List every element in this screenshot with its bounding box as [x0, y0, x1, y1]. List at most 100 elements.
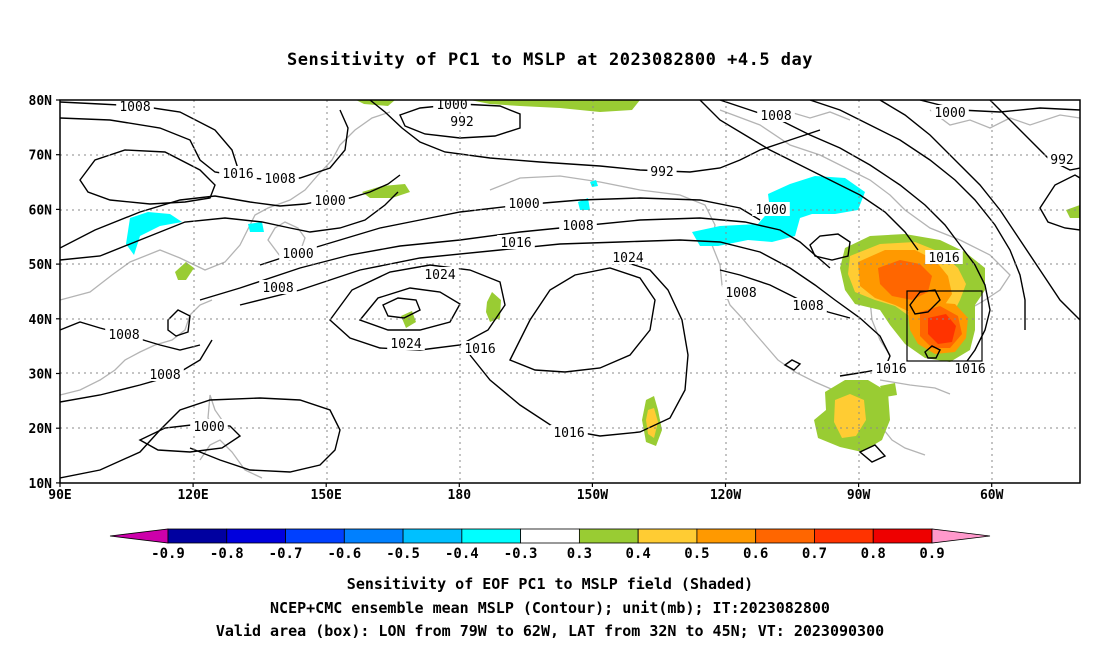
colorbar-label: 0.9	[919, 546, 944, 562]
lon-label: 60W	[980, 488, 1004, 503]
contour-label: 1008	[149, 368, 180, 383]
colorbar-label: 0.3	[567, 546, 592, 562]
colorbar-label: -0.4	[445, 546, 479, 562]
contour-label-bg	[497, 235, 535, 249]
colorbar-cell	[696, 528, 757, 544]
contour-label-bg	[752, 202, 790, 216]
colorbar-cell	[872, 528, 933, 544]
valid-area-box	[906, 290, 983, 362]
colorbar-cell	[931, 528, 991, 544]
colorbar-cell	[755, 528, 815, 544]
plot-area: 1008 1000 992 1008 1000 992 1016 1008 992 1000 100…	[60, 98, 1080, 483]
contour-label: 1000	[314, 194, 345, 209]
lon-label: 90W	[847, 488, 871, 503]
contour-label: 1008	[108, 328, 139, 343]
contour-label: 1008	[760, 109, 791, 124]
colorbar-label: 0.5	[684, 546, 709, 562]
contour-label-bg	[559, 218, 597, 232]
latitude-labels: 80N 70N 60N 50N 40N 30N 20N 10N	[29, 94, 60, 492]
contour-label: 1016	[928, 251, 959, 266]
lon-label: 150W	[577, 488, 608, 503]
mslp-contours	[60, 100, 1080, 479]
colorbar-label: 0.8	[861, 546, 886, 562]
contour-label: 1008	[725, 286, 756, 301]
colorbar-label: 0.7	[802, 546, 827, 562]
contour-label: 1008	[562, 219, 593, 234]
plot-frame	[59, 99, 1081, 484]
colorbar-cell	[109, 528, 169, 544]
colorbar-label: 0.4	[626, 546, 651, 562]
caption-line-1: Sensitivity of EOF PC1 to MSLP field (Sh…	[346, 575, 754, 593]
colorbar-label: -0.7	[269, 546, 303, 562]
contour-label-bg	[116, 100, 154, 113]
contour-label-bg	[311, 193, 349, 207]
colorbar-label: -0.6	[327, 546, 361, 562]
contour-label: 1016	[553, 426, 584, 441]
contour-label: 1008	[119, 100, 150, 115]
contour-label: 1016	[954, 362, 985, 377]
colorbar-cell	[461, 528, 522, 544]
contour-label: 1000	[508, 197, 539, 212]
contour-label: 992	[450, 115, 473, 130]
contour-label: 1024	[390, 337, 421, 352]
contour-label-bg	[387, 336, 425, 350]
contour-label: 1016	[222, 167, 253, 182]
lon-label: 150E	[311, 488, 342, 503]
caption-line-3: Valid area (box): LON from 79W to 62W, L…	[215, 622, 885, 640]
colorbar-label: -0.5	[386, 546, 420, 562]
contour-label-bg	[722, 285, 760, 299]
contour-label: 992	[650, 165, 673, 180]
contour-labels: 1008 1000 992 1008 1000 992 1016 1008 992 1000 100…	[105, 98, 1077, 441]
colorbar-cell	[226, 528, 286, 544]
contour-label: 1000	[755, 203, 786, 218]
lat-label: 40N	[29, 313, 53, 328]
lat-label: 60N	[29, 203, 53, 218]
contour-label: 1016	[464, 342, 495, 357]
colorbar-cell	[402, 528, 463, 544]
contour-label: 1008	[262, 281, 293, 296]
colorbar-cell	[285, 528, 345, 544]
lat-label: 30N	[29, 368, 53, 383]
contour-label-bg	[931, 105, 969, 119]
lat-label: 80N	[29, 94, 53, 109]
contour-label: 1016	[875, 362, 906, 377]
contour-label-bg	[105, 327, 143, 341]
contour-label: 1000	[282, 247, 313, 262]
colorbar-label: 0.6	[743, 546, 768, 562]
contour-label: 992	[1050, 153, 1073, 168]
contour-label-bg	[433, 100, 471, 111]
contour-label-bg	[925, 250, 963, 264]
lon-label: 90E	[48, 488, 71, 503]
contour-label: 1008	[792, 299, 823, 314]
lat-label: 20N	[29, 422, 53, 437]
lon-label: 180	[448, 488, 472, 503]
colorbar-cell	[637, 528, 698, 544]
contour-label-bg	[789, 298, 827, 312]
contour-label: 1024	[612, 251, 643, 266]
contour-label-bg	[872, 361, 910, 375]
contour-label-bg	[447, 114, 477, 128]
contour-label-bg	[757, 108, 795, 122]
lat-label: 70N	[29, 149, 53, 164]
contour-label: 1024	[424, 268, 455, 283]
contour-label: 1008	[264, 172, 295, 187]
map-title: Sensitivity of PC1 to MSLP at 2023082800…	[286, 50, 813, 70]
lon-label: 120W	[710, 488, 741, 503]
colorbar-label: -0.3	[504, 546, 538, 562]
colorbar-cell	[167, 528, 228, 544]
colorbar-cell	[814, 528, 874, 544]
contour-label: 1000	[934, 106, 965, 121]
contour-label-bg	[951, 361, 989, 375]
contour-label: 1016	[500, 236, 531, 251]
contour-label-bg	[421, 267, 459, 281]
contour-label-bg	[219, 166, 257, 180]
gridlines	[60, 100, 1080, 483]
contour-label-bg	[279, 246, 317, 260]
contour-label-bg	[505, 196, 543, 210]
colorbar-cell	[578, 528, 639, 544]
contour-label-bg	[261, 171, 299, 185]
contour-label-bg	[1047, 152, 1077, 166]
contour-label-bg	[609, 250, 647, 264]
contour-label: 1000	[436, 98, 467, 113]
